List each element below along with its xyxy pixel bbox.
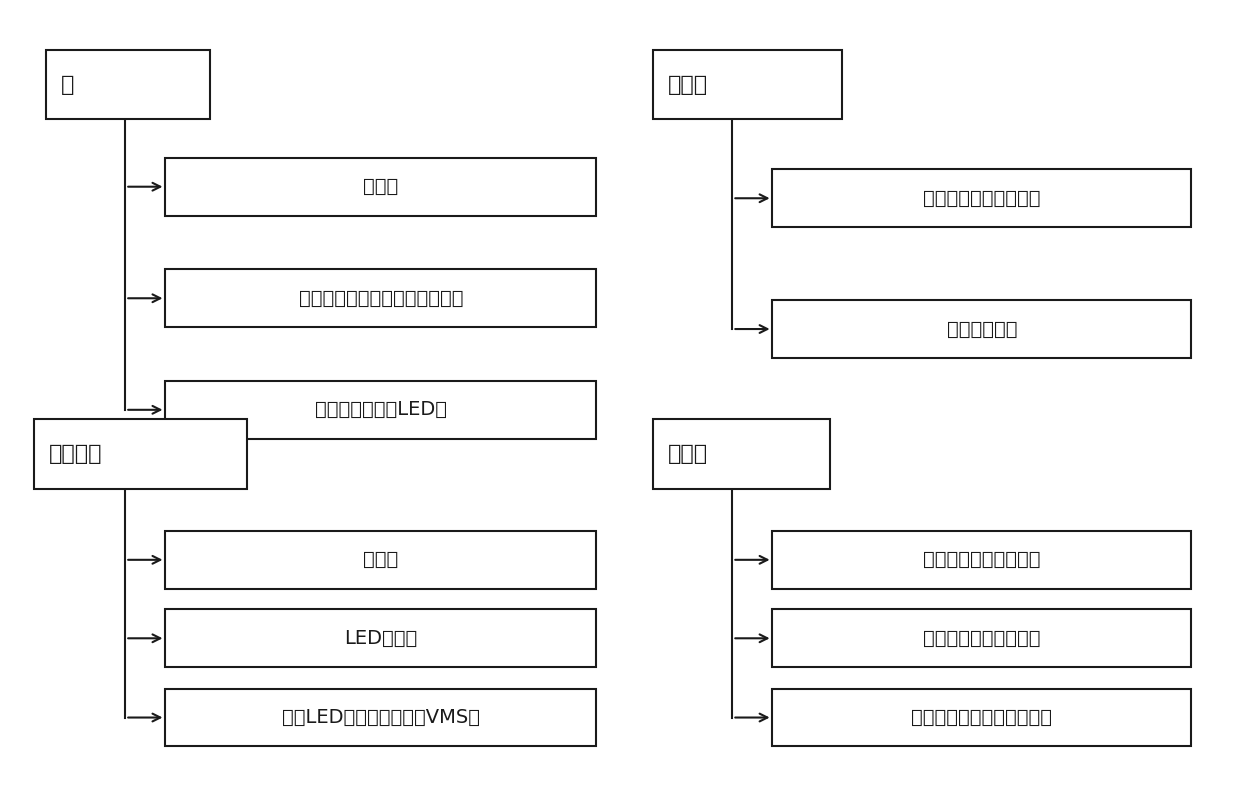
FancyBboxPatch shape: [165, 609, 596, 667]
FancyBboxPatch shape: [772, 300, 1192, 358]
FancyBboxPatch shape: [35, 419, 247, 488]
Text: 可变型（潮汐、动态车道）: 可变型（潮汐、动态车道）: [912, 708, 1052, 727]
FancyBboxPatch shape: [653, 50, 841, 119]
Text: 可控LED灯组型（速度、VMS）: 可控LED灯组型（速度、VMS）: [282, 708, 479, 727]
FancyBboxPatch shape: [772, 688, 1192, 747]
Text: 普通型: 普通型: [363, 177, 399, 196]
FancyBboxPatch shape: [165, 531, 596, 589]
FancyBboxPatch shape: [165, 269, 596, 327]
Text: 普通型（寻磁、寻线）: 普通型（寻磁、寻线）: [923, 188, 1041, 208]
FancyBboxPatch shape: [772, 531, 1192, 589]
Text: 标志标牌: 标志标牌: [48, 444, 103, 464]
Text: 高精度定位车: 高精度定位车: [947, 319, 1017, 338]
Text: LED灯带型: LED灯带型: [344, 629, 418, 648]
FancyBboxPatch shape: [165, 158, 596, 216]
FancyBboxPatch shape: [165, 688, 596, 747]
Text: 路: 路: [61, 75, 74, 95]
FancyBboxPatch shape: [165, 381, 596, 439]
Text: 实物型（信号机驱动）: 实物型（信号机驱动）: [923, 629, 1041, 648]
Text: 灯组型（路况灯、元胞自动机）: 灯组型（路况灯、元胞自动机）: [299, 289, 463, 308]
Text: 屏幕型（小间跞LED）: 屏幕型（小间跞LED）: [315, 400, 447, 419]
Text: 信号灯: 信号灯: [668, 444, 709, 464]
FancyBboxPatch shape: [772, 609, 1192, 667]
FancyBboxPatch shape: [46, 50, 211, 119]
FancyBboxPatch shape: [772, 170, 1192, 227]
Text: 模型车: 模型车: [668, 75, 709, 95]
FancyBboxPatch shape: [653, 419, 830, 488]
Text: 普通型: 普通型: [363, 550, 399, 569]
Text: 普通型（单片机驱动）: 普通型（单片机驱动）: [923, 550, 1041, 569]
